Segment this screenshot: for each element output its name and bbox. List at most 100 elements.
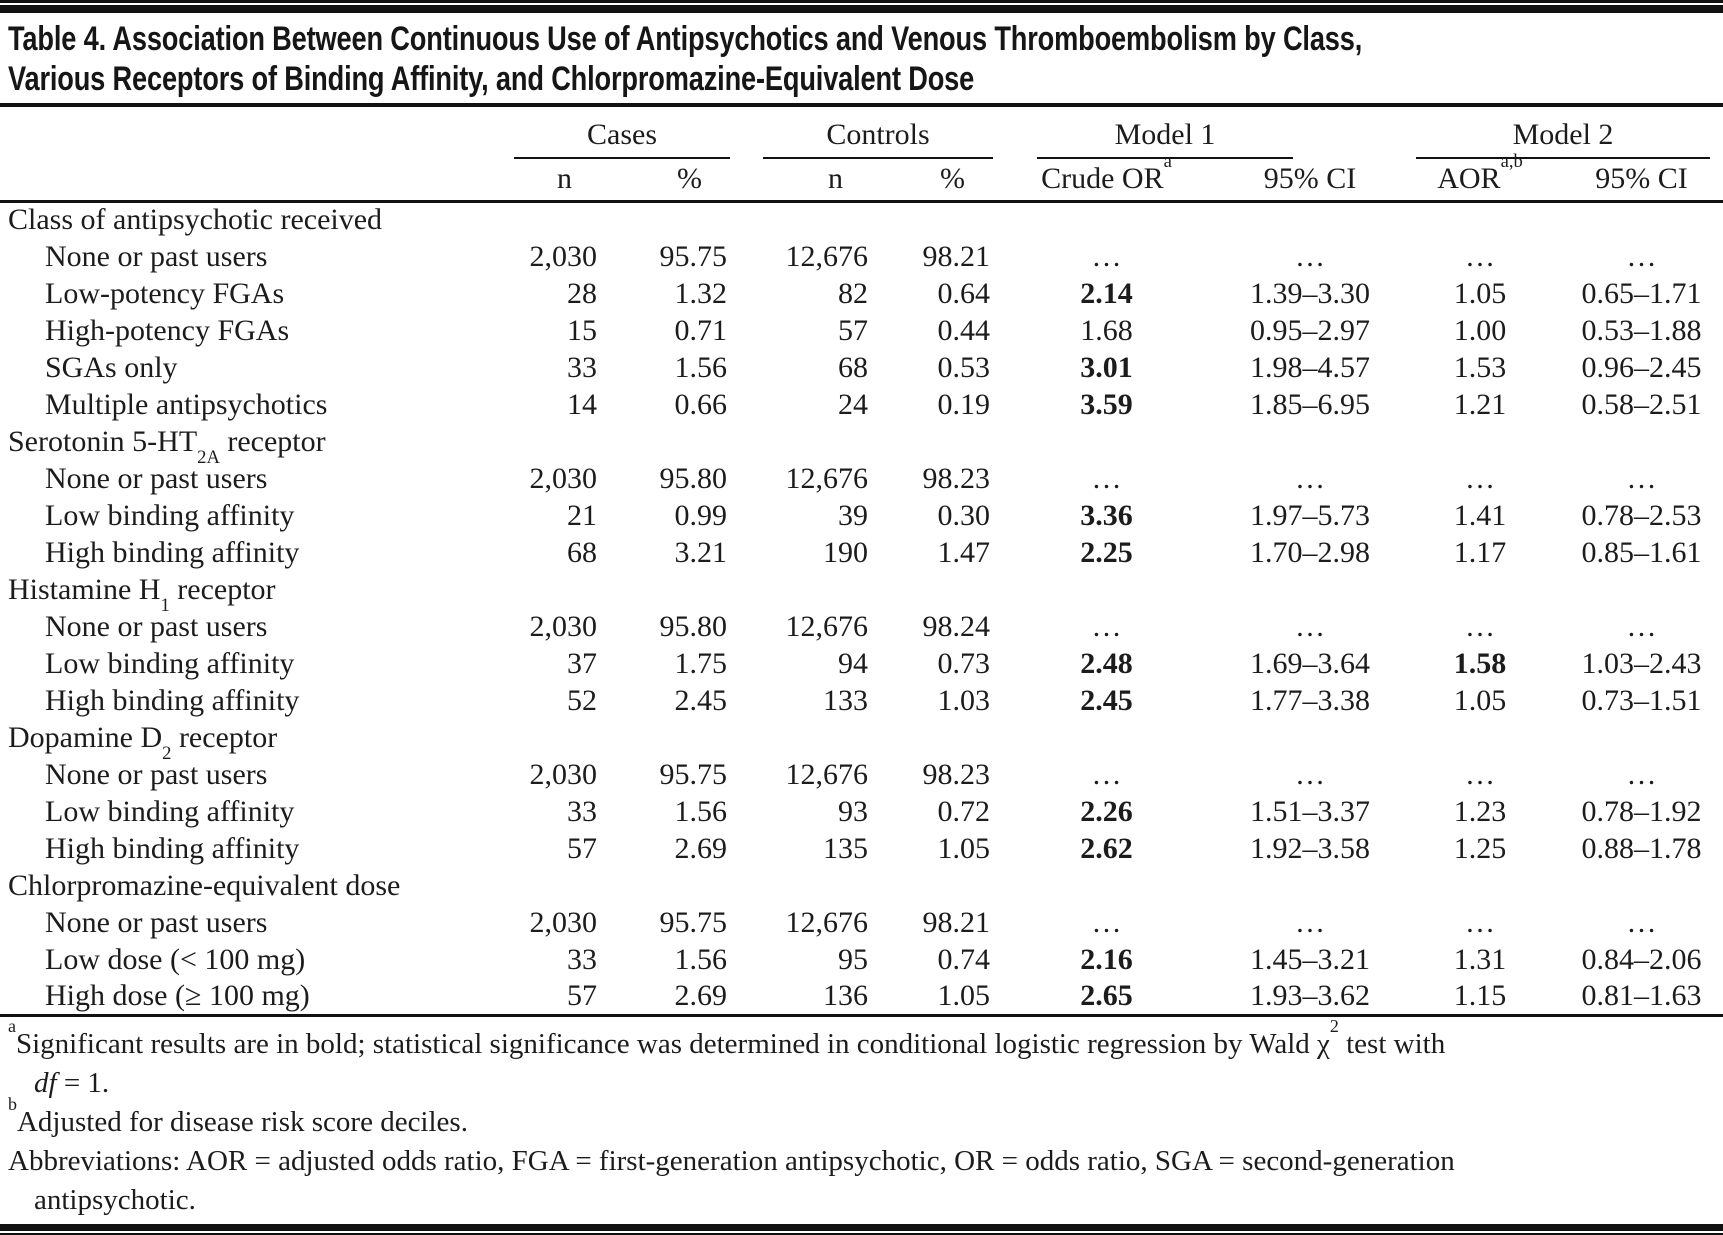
top-rule-thick xyxy=(0,5,1723,13)
cell-model2-ci: 0.85–1.61 xyxy=(1581,535,1702,569)
cell-cases-n: 2,030 xyxy=(529,757,598,791)
cell-controls-n: 12,676 xyxy=(785,239,869,273)
group-label-cases: Cases xyxy=(514,118,730,159)
cell-model2-ci: … xyxy=(1626,609,1657,643)
cell-model2-ci: 0.88–1.78 xyxy=(1581,831,1702,865)
cell-cases-n: 57 xyxy=(450,978,600,1017)
table-title-line2: Various Receptors of Binding Affinity, a… xyxy=(8,60,975,98)
cell-aor: … xyxy=(1465,905,1495,939)
cell-cases-pct: 95.75 xyxy=(659,757,728,791)
group-label-controls: Controls xyxy=(763,118,993,159)
table-row: None or past users 2,030 95.75 12,676 98.21 …… xyxy=(0,238,1723,275)
cell-cases-pct: 1.32 xyxy=(674,276,728,310)
cell-controls-pct: 0.30 xyxy=(937,498,991,532)
cell-cases-n: 2,030 xyxy=(529,609,598,643)
cell-model1-ci: 1.39–3.30 xyxy=(1250,276,1370,310)
footnote-line: antipsychotic. xyxy=(34,1183,196,1216)
table-body: Class of antipsychotic received None or p… xyxy=(0,201,1723,1017)
cell-crude-or: 3.59 xyxy=(1080,387,1133,421)
table-row: Low binding affinity 21 0.99 39 0.30 3.36 1.97… xyxy=(0,497,1723,534)
section-header-row: Dopamine D2 receptor xyxy=(0,719,1723,765)
header-cases-n: n xyxy=(450,159,600,203)
group-label-model2: Model 2 xyxy=(1416,118,1710,159)
table-row: Low-potency FGAs 28 1.32 82 0.64 2.14 1.39–3.3… xyxy=(0,275,1723,312)
cell-model1-ci: … xyxy=(1295,609,1325,643)
cell-controls-n: 95 xyxy=(838,942,868,976)
cell-model1-ci: 1.77–3.38 xyxy=(1250,683,1370,717)
cell-controls-n: 57 xyxy=(838,313,868,347)
cell-controls-pct: 0.64 xyxy=(937,276,991,310)
cell-model2-ci: 0.58–2.51 xyxy=(1581,387,1702,421)
cell-aor: 1.05 xyxy=(1453,683,1507,717)
cell-cases-n: 52 xyxy=(567,683,597,717)
cell-aor: 1.23 xyxy=(1453,794,1507,828)
cell-cases-n: 33 xyxy=(567,942,597,976)
footnote-line: df = 1. xyxy=(34,1066,110,1099)
cell-cases-pct: 0.71 xyxy=(674,313,728,347)
cell-model1-ci: 1.97–5.73 xyxy=(1250,498,1370,532)
cell-aor: 1.15 xyxy=(1400,978,1560,1017)
top-rule-gap xyxy=(0,3,1723,5)
cell-model1-ci: 1.45–3.21 xyxy=(1250,942,1370,976)
column-header-row: n % n % Crude ORa 95% CI AORa,b 95% CI xyxy=(0,152,1723,203)
cell-controls-pct: 1.47 xyxy=(937,535,991,569)
cell-crude-or: … xyxy=(1091,461,1122,495)
table-row: None or past users 2,030 95.80 12,676 98.23 …… xyxy=(0,460,1723,497)
table-row: Low binding affinity 33 1.56 93 0.72 2.26 1.51… xyxy=(0,793,1723,830)
section-header-row: Histamine H1 receptor xyxy=(0,571,1723,615)
table-title-line1: Table 4. Association Between Continuous … xyxy=(8,20,1363,58)
cell-model1-ci: … xyxy=(1295,239,1325,273)
cell-crude-or: 2.45 xyxy=(1080,683,1133,717)
section-header-row: Chlorpromazine-equivalent dose xyxy=(0,867,1723,904)
cell-controls-pct: 98.24 xyxy=(922,609,991,643)
cell-controls-pct: 0.44 xyxy=(937,313,991,347)
cell-aor: 1.53 xyxy=(1453,350,1507,384)
header-cases-pct: % xyxy=(600,159,730,203)
table-row: SGAs only 33 1.56 68 0.53 3.01 1.98–4.57 1.53 0.… xyxy=(0,349,1723,386)
cell-cases-pct: 95.80 xyxy=(659,609,728,643)
cell-cases-pct: 2.45 xyxy=(674,683,728,717)
cell-cases-pct: 2.69 xyxy=(674,831,728,865)
section-header: Chlorpromazine-equivalent dose xyxy=(8,868,401,902)
row-label: None or past users xyxy=(45,757,268,791)
cell-model1-ci: 1.93–3.62 xyxy=(1220,978,1400,1017)
cell-cases-n: 21 xyxy=(567,498,597,532)
table-row: None or past users 2,030 95.80 12,676 98.24 …… xyxy=(0,608,1723,645)
row-label: Low binding affinity xyxy=(45,498,295,532)
cell-controls-pct: 0.72 xyxy=(937,794,991,828)
section-header-row: Serotonin 5-HT2A receptor xyxy=(0,423,1723,467)
table-row: High binding affinity 57 2.69 135 1.05 2.62 1.… xyxy=(0,830,1723,867)
cell-controls-n: 94 xyxy=(838,646,868,680)
cell-cases-n: 14 xyxy=(567,387,597,421)
section-header: Dopamine D2 receptor xyxy=(8,720,278,765)
cell-model2-ci: … xyxy=(1626,905,1657,939)
cell-controls-pct: 0.73 xyxy=(937,646,991,680)
title-rule xyxy=(0,103,1723,107)
cell-controls-pct: 1.05 xyxy=(937,831,991,865)
row-label: Low-potency FGAs xyxy=(45,276,285,310)
cell-model2-ci: 0.78–2.53 xyxy=(1581,498,1702,532)
row-label: High binding affinity xyxy=(45,535,300,569)
cell-aor: … xyxy=(1465,239,1495,273)
cell-cases-n: 57 xyxy=(567,831,597,865)
cell-model1-ci: 0.95–2.97 xyxy=(1250,313,1370,347)
cell-controls-pct: 98.23 xyxy=(922,461,991,495)
cell-model1-ci: … xyxy=(1295,905,1325,939)
footnote-line: bAdjusted for disease risk score deciles… xyxy=(8,1093,468,1138)
table-row: High-potency FGAs 15 0.71 57 0.44 1.68 0.95–2.… xyxy=(0,312,1723,349)
column-group-row: Cases Controls Model 1 Model 2 xyxy=(0,107,1723,159)
cell-cases-pct: 95.80 xyxy=(659,461,728,495)
footnote-line: Abbreviations: AOR = adjusted odds ratio… xyxy=(8,1144,1455,1177)
cell-crude-or: 2.25 xyxy=(1080,535,1133,569)
cell-crude-or: 2.48 xyxy=(1080,646,1133,680)
cell-controls-n: 12,676 xyxy=(785,757,869,791)
table-row: High binding affinity 52 2.45 133 1.03 2.45 1.… xyxy=(0,682,1723,719)
cell-crude-or: 3.36 xyxy=(1080,498,1133,532)
cell-controls-n: 39 xyxy=(838,498,868,532)
row-label: None or past users xyxy=(45,461,268,495)
cell-crude-or: 2.65 xyxy=(993,978,1220,1017)
table-row: Low dose (< 100 mg) 33 1.56 95 0.74 2.16 1.45–… xyxy=(0,941,1723,978)
row-label: High binding affinity xyxy=(45,831,300,865)
cell-model2-ci: … xyxy=(1626,239,1657,273)
